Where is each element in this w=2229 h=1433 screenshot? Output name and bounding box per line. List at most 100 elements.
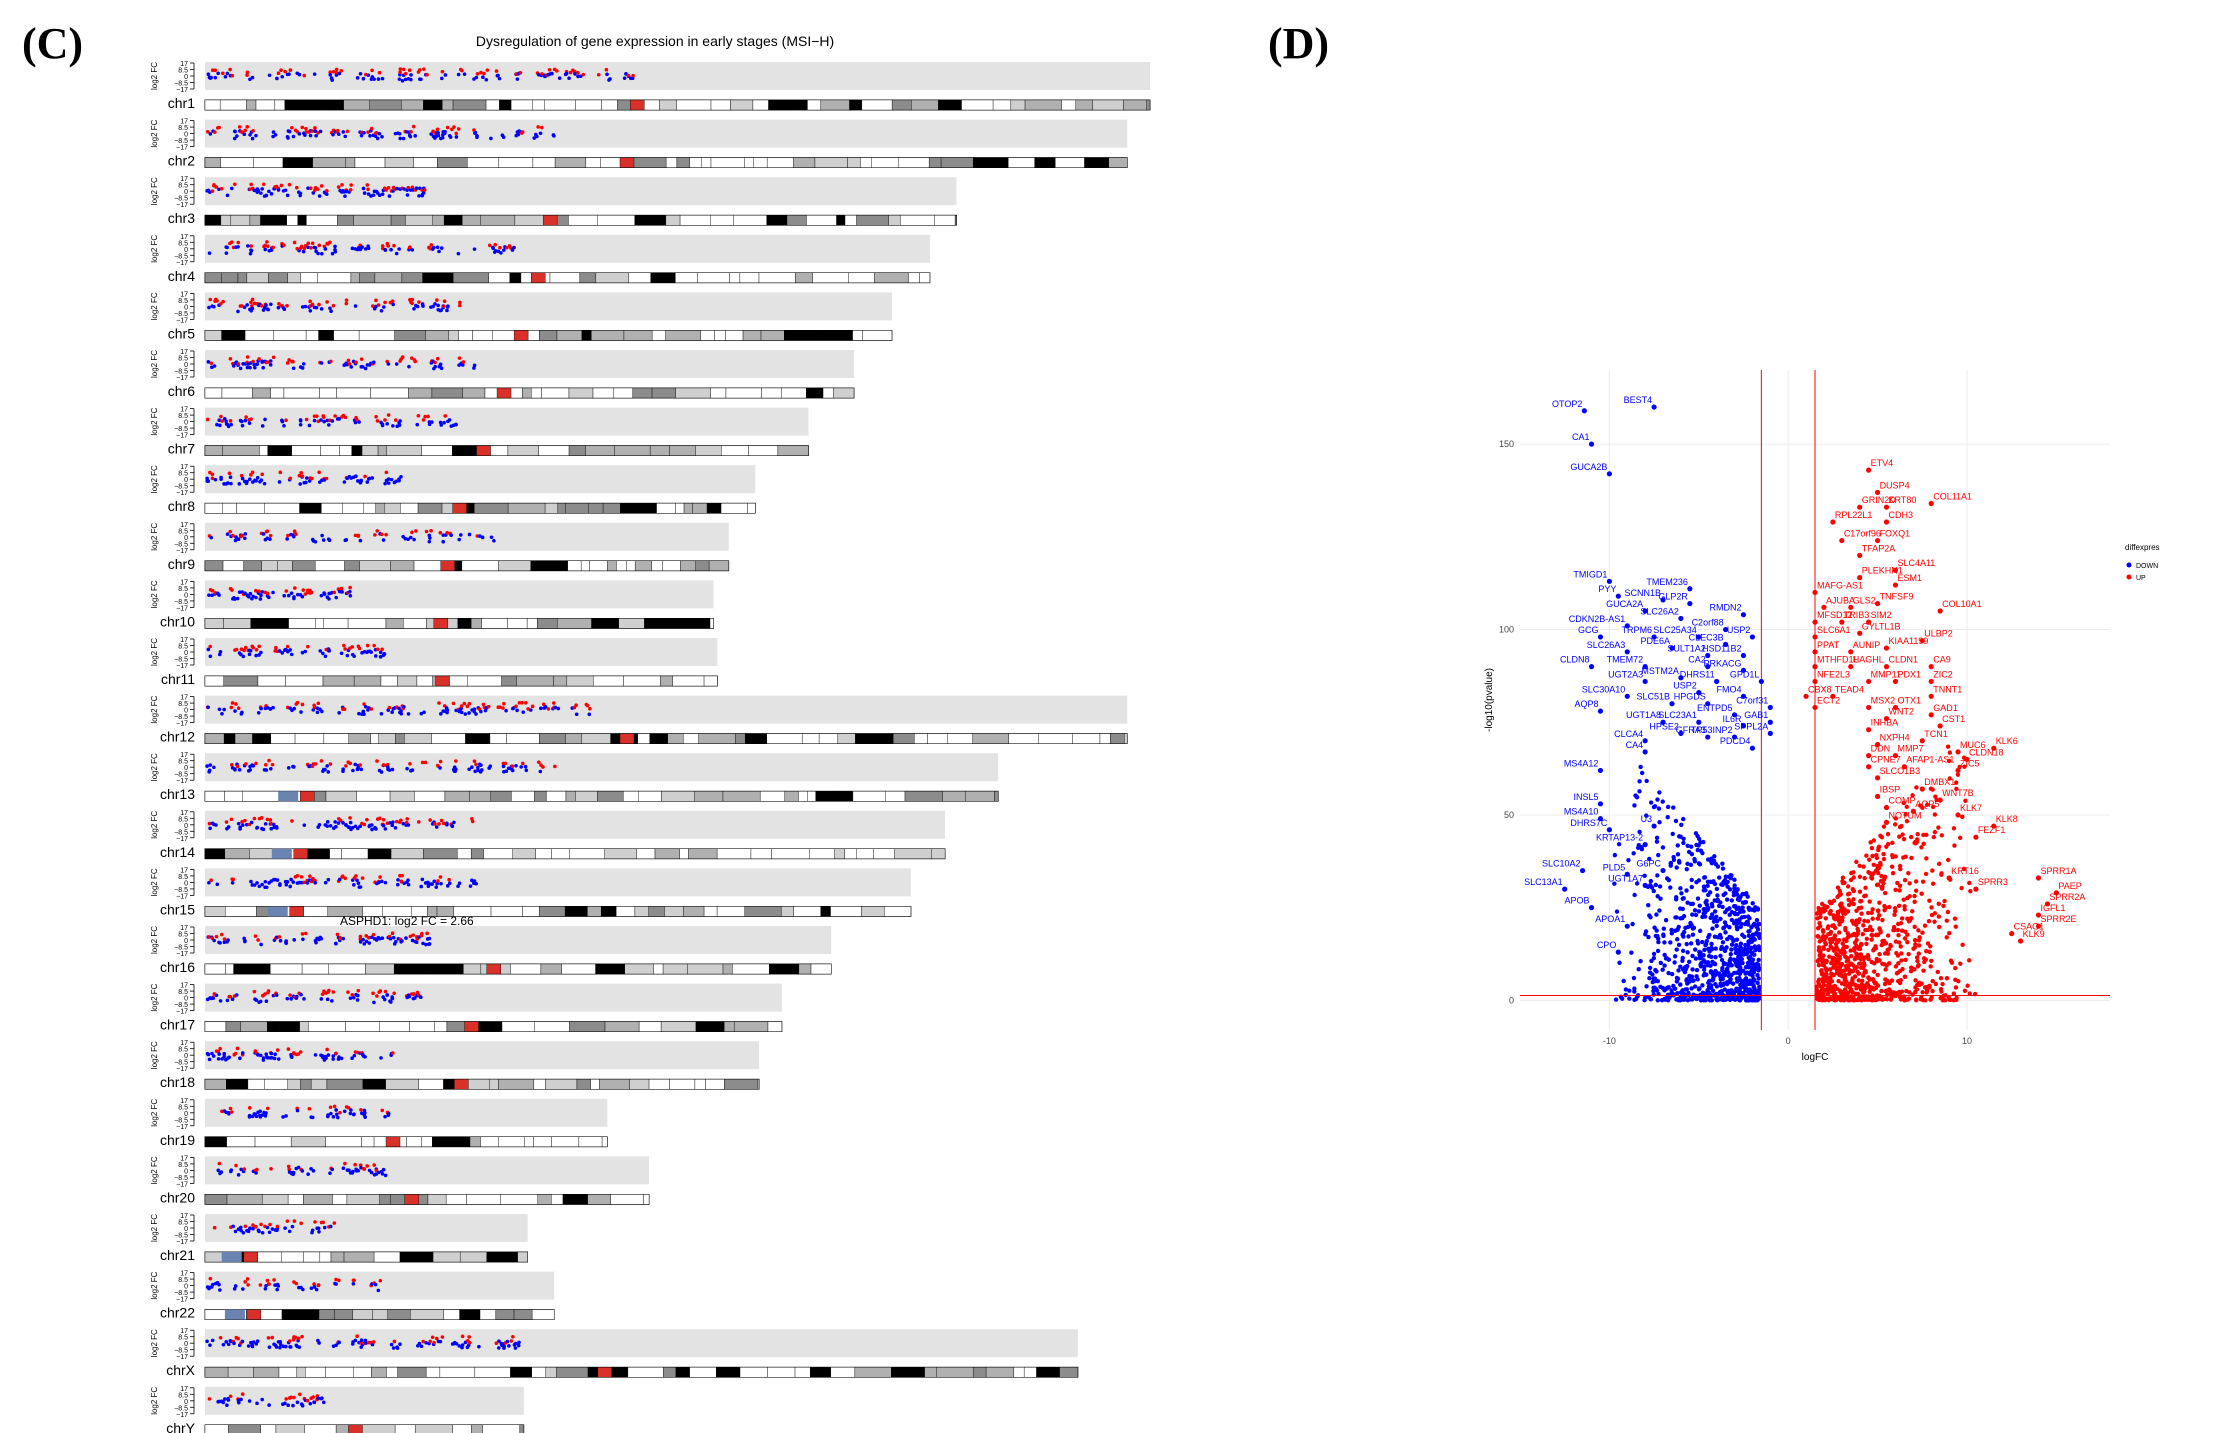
ideogram-band — [665, 157, 678, 168]
down-gene-point — [467, 767, 471, 772]
down-gene-point — [222, 1051, 227, 1056]
down-gene-point — [1700, 939, 1705, 945]
up-gene-point — [422, 188, 427, 192]
up-gene-point — [1889, 864, 1895, 869]
centromere — [619, 733, 635, 744]
down-gene-point — [212, 765, 216, 770]
down-gene-point — [358, 885, 363, 889]
down-gene-point — [1748, 997, 1753, 1002]
down-gene-point — [1752, 921, 1757, 927]
y-tick-label: 17 — [180, 119, 188, 126]
down-gene-point — [330, 78, 335, 82]
up-gene-point — [228, 419, 233, 423]
down-gene-point — [1638, 764, 1643, 770]
down-gene-point — [290, 1055, 294, 1060]
up-gene-point — [1851, 897, 1856, 902]
ideogram-band — [767, 1021, 783, 1032]
up-gene-point — [1848, 968, 1854, 974]
up-gene-point — [454, 131, 459, 136]
down-gene-point — [510, 768, 515, 773]
up-gene-point — [229, 1110, 234, 1114]
down-gene-point — [1674, 947, 1679, 952]
down-gene-point — [260, 1397, 264, 1402]
ideogram-band — [545, 1078, 578, 1090]
down-gene-point — [248, 591, 253, 596]
down-gene-point — [381, 538, 386, 542]
up-gene-point — [1930, 988, 1935, 994]
ideogram-band — [662, 963, 688, 975]
up-gene-point — [1826, 979, 1832, 985]
down-gene-point — [268, 707, 273, 711]
up-gene-point — [374, 1168, 379, 1173]
down-gene-point — [1696, 909, 1702, 914]
up-gene-point — [423, 760, 428, 765]
expression-track — [205, 580, 714, 609]
down-gene-point — [287, 1229, 292, 1234]
down-gene-point — [295, 1400, 300, 1405]
down-gene-point — [209, 75, 213, 80]
ideogram-band — [769, 963, 800, 975]
up-gene-point — [1945, 744, 1951, 749]
down-gene-point — [382, 652, 387, 656]
down-gene-point — [1648, 800, 1654, 805]
down-gene-point — [1648, 882, 1653, 888]
up-gene-point — [328, 240, 332, 245]
up-gene-point — [1881, 851, 1886, 857]
up-gene-point — [1904, 804, 1909, 810]
down-gene-point — [456, 884, 460, 889]
up-gene-point — [1836, 914, 1841, 919]
up-gene-point — [229, 705, 234, 710]
down-gene-point — [254, 479, 258, 483]
down-gene-point — [1655, 797, 1660, 802]
down-gene-point — [414, 940, 419, 945]
down-gene-point — [1707, 978, 1712, 984]
down-gene-point — [1720, 976, 1725, 982]
ideogram-band — [363, 503, 376, 514]
y-axis-label: log2 FC — [150, 1214, 159, 1242]
up-gene-point — [310, 129, 315, 133]
ideogram-band — [554, 157, 587, 168]
chromosome-label: chr15 — [160, 901, 195, 917]
down-gene-point — [239, 1228, 243, 1233]
up-gene-point — [243, 1280, 248, 1284]
up-gene-point — [325, 189, 329, 193]
down-gene-point — [1657, 790, 1662, 795]
up-gene-point — [272, 1278, 276, 1282]
down-gene-point — [1651, 804, 1657, 810]
down-gene-point — [223, 74, 228, 79]
up-gene-point — [1928, 964, 1933, 969]
down-gene-point — [317, 1229, 321, 1234]
up-gene-point — [1910, 909, 1915, 914]
down-gene-point — [1722, 987, 1728, 992]
up-gene-point — [1869, 932, 1874, 938]
down-gene-point — [491, 246, 495, 251]
down-gene-point — [264, 303, 268, 307]
ideogram-band — [697, 272, 730, 283]
down-gene-point — [255, 1339, 260, 1343]
down-gene-point — [331, 132, 335, 137]
down-gene-point — [256, 188, 261, 193]
down-gene-point — [1623, 992, 1628, 998]
up-gene-point — [1839, 918, 1845, 924]
up-gene-point — [1848, 877, 1854, 883]
ideogram-band — [348, 733, 371, 744]
y-tick-label: −8.5 — [174, 657, 188, 664]
up-gene-point — [306, 241, 311, 246]
down-gene-point — [373, 134, 378, 138]
up-gene-point — [353, 1162, 357, 1167]
down-gene-point — [269, 826, 274, 831]
down-gene-point — [358, 824, 362, 829]
ideogram-band — [400, 99, 424, 111]
ideogram-band — [820, 906, 831, 917]
up-gene-point — [1850, 976, 1855, 981]
down-gene-point — [1671, 854, 1676, 860]
down-gene-point — [1683, 967, 1688, 972]
down-gene-point — [246, 244, 250, 248]
up-gene-point — [429, 528, 433, 533]
up-gene-point — [1837, 888, 1843, 894]
down-gene-point — [475, 134, 479, 138]
chromosome-label: chr17 — [160, 1017, 195, 1033]
centromere — [476, 445, 491, 456]
down-gene-point — [328, 73, 333, 77]
ideogram-band — [855, 733, 894, 744]
